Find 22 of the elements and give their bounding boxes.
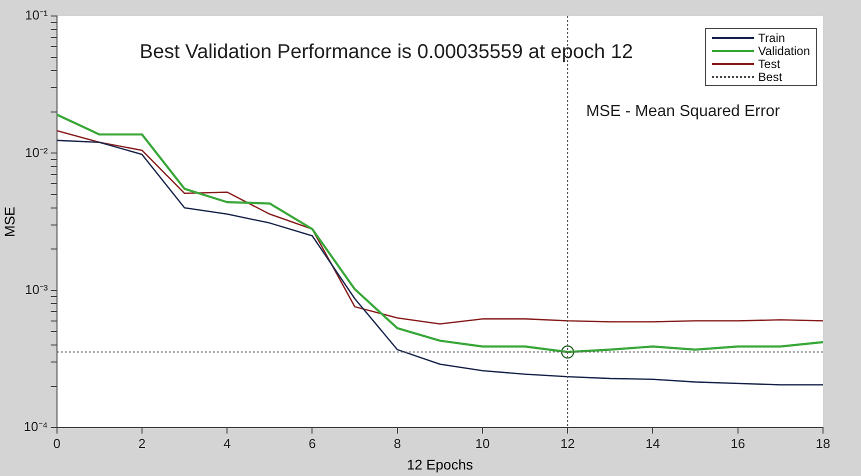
x-tick-label: 0 — [53, 436, 60, 451]
x-tick-label: 10 — [475, 436, 490, 451]
y-tick-label: 10⁻⁴ — [24, 419, 48, 434]
x-tick-label: 8 — [394, 436, 401, 451]
y-tick-label: 10⁻¹ — [25, 8, 49, 23]
x-tick-label: 16 — [730, 436, 746, 451]
x-axis-title: 12 Epochs — [406, 456, 474, 472]
text: Best Validation Performance is 0.00035559 at epoch 12 — [140, 41, 633, 63]
legend-label: Best — [758, 70, 782, 84]
y-tick-label: 10⁻³ — [25, 282, 49, 297]
x-tick-label: 6 — [308, 436, 316, 451]
annotation: MSE - Mean Squared Error — [586, 103, 781, 120]
x-tick-label: 14 — [646, 436, 660, 451]
legend-label: Train — [758, 30, 786, 44]
x-tick-label: 4 — [223, 436, 231, 451]
x-tick-label: 18 — [816, 436, 830, 451]
x-tick-label: 2 — [138, 436, 146, 451]
y-tick-label: 10⁻² — [25, 144, 49, 160]
y-axis-title: MSE — [1, 206, 18, 237]
legend-label: Validation — [758, 44, 810, 58]
legend-label: Test — [758, 56, 780, 70]
x-tick-label: 12 — [560, 436, 575, 451]
